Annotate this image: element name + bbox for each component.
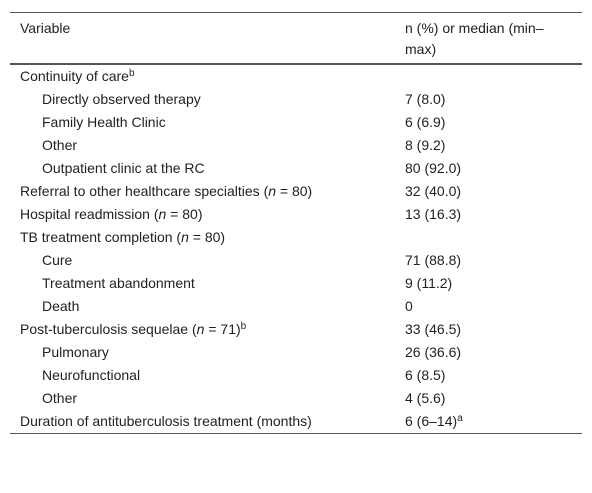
- value-cell: 26 (36.6): [395, 341, 582, 364]
- cell-text: 0: [405, 298, 413, 314]
- cell-text: TB treatment completion (: [20, 229, 182, 245]
- value-cell: 71 (88.8): [395, 249, 582, 272]
- value-cell: 7 (8.0): [395, 88, 582, 111]
- value-cell: 9 (11.2): [395, 272, 582, 295]
- cell-text: n: [268, 183, 277, 199]
- cell-text: 71 (88.8): [405, 252, 462, 268]
- table-head: Variable n (%) or median (min–max): [10, 12, 582, 65]
- cell-text: n: [158, 206, 167, 222]
- label-cell: Directly observed therapy: [10, 88, 395, 111]
- cell-text: n: [181, 229, 189, 245]
- header-cell: n (%) or median (min–max): [395, 12, 582, 65]
- value-cell: 6 (6.9): [395, 111, 582, 134]
- table-row: Treatment abandonment 9 (11.2): [10, 272, 582, 295]
- value-cell: 4 (5.6): [395, 387, 582, 410]
- label-cell: Other: [10, 387, 395, 410]
- table-row: Directly observed therapy 7 (8.0): [10, 88, 582, 111]
- cell-text: = 80): [276, 183, 313, 199]
- cell-text: = 80): [188, 229, 226, 245]
- cell-text: Treatment abandonment: [42, 275, 195, 291]
- label-cell: Hospital readmission (n = 80): [10, 203, 395, 226]
- value-cell: 6 (8.5): [395, 364, 582, 387]
- label-cell: Cure: [10, 249, 395, 272]
- cell-text: a: [457, 413, 463, 424]
- table-row: Referral to other healthcare specialties…: [10, 180, 582, 203]
- cell-text: = 71): [204, 321, 241, 337]
- cell-text: Duration of antituberculosis treatment (…: [20, 413, 312, 429]
- table-row: Outpatient clinic at the RC 80 (92.0): [10, 157, 582, 180]
- label-cell: Outpatient clinic at the RC: [10, 157, 395, 180]
- label-cell: Treatment abandonment: [10, 272, 395, 295]
- cell-text: Pulmonary: [42, 344, 109, 360]
- cell-text: 7 (8.0): [405, 91, 446, 107]
- table-row: Neurofunctional 6 (8.5): [10, 364, 582, 387]
- label-cell: Family Health Clinic: [10, 111, 395, 134]
- cell-text: Family Health Clinic: [42, 114, 166, 130]
- value-cell: 13 (16.3): [395, 203, 582, 226]
- cell-text: n: [196, 321, 205, 337]
- label-cell: Death: [10, 295, 395, 318]
- cell-text: Death: [42, 298, 80, 314]
- value-cell: [395, 64, 582, 88]
- cell-text: b: [128, 68, 135, 79]
- cell-text: Referral to other healthcare specialties…: [20, 183, 269, 199]
- table-row: Continuity of careb: [10, 64, 582, 88]
- table-row: Other 4 (5.6): [10, 387, 582, 410]
- table-row: Other 8 (9.2): [10, 134, 582, 157]
- cell-text: 6 (8.5): [405, 367, 446, 383]
- header-row: Variable n (%) or median (min–max): [10, 12, 582, 65]
- label-cell: Other: [10, 134, 395, 157]
- cell-text: Outpatient clinic at the RC: [42, 160, 205, 176]
- cell-text: 33 (46.5): [405, 321, 462, 337]
- value-cell: 0: [395, 295, 582, 318]
- cell-text: Cure: [42, 252, 73, 268]
- label-cell: Duration of antituberculosis treatment (…: [10, 410, 395, 434]
- cell-text: 6 (6.9): [405, 114, 446, 130]
- value-cell: 32 (40.0): [395, 180, 582, 203]
- cell-text: = 80): [166, 206, 203, 222]
- cell-text: Neurofunctional: [42, 367, 141, 383]
- cell-text: 8 (9.2): [405, 137, 446, 153]
- table-row: TB treatment completion (n = 80): [10, 226, 582, 249]
- table-row: Family Health Clinic 6 (6.9): [10, 111, 582, 134]
- value-cell: 6 (6–14)a: [395, 410, 582, 434]
- cell-text: Post-tuberculosis sequelae (: [20, 321, 197, 337]
- header-cell: Variable: [10, 12, 395, 65]
- cell-text: 80 (92.0): [405, 160, 462, 176]
- cell-text: Other: [42, 137, 78, 153]
- label-cell: Continuity of careb: [10, 64, 395, 88]
- value-cell: 80 (92.0): [395, 157, 582, 180]
- cell-text: 13 (16.3): [405, 206, 462, 222]
- cell-text: 26 (36.6): [405, 344, 462, 360]
- table-row: Duration of antituberculosis treatment (…: [10, 410, 582, 434]
- label-cell: Pulmonary: [10, 341, 395, 364]
- cell-text: b: [240, 321, 247, 332]
- value-cell: [395, 226, 582, 249]
- label-cell: Neurofunctional: [10, 364, 395, 387]
- table-row: Cure 71 (88.8): [10, 249, 582, 272]
- cell-text: 4 (5.6): [405, 390, 446, 406]
- cell-text: Other: [42, 390, 78, 406]
- cell-text: 9 (11.2): [405, 275, 453, 291]
- value-cell: 8 (9.2): [395, 134, 582, 157]
- value-cell: 33 (46.5): [395, 318, 582, 341]
- cell-text: Directly observed therapy: [42, 91, 201, 107]
- table-body: Continuity of careb Directly observed the…: [10, 64, 582, 434]
- table-row: Death 0: [10, 295, 582, 318]
- table-row: Pulmonary 26 (36.6): [10, 341, 582, 364]
- data-table: Variable n (%) or median (min–max) Contin…: [10, 12, 582, 434]
- cell-text: 6 (6–14): [405, 413, 458, 429]
- label-cell: Post-tuberculosis sequelae (n = 71)b: [10, 318, 395, 341]
- table-row: Post-tuberculosis sequelae (n = 71)b 33 (…: [10, 318, 582, 341]
- label-cell: TB treatment completion (n = 80): [10, 226, 395, 249]
- cell-text: Continuity of care: [20, 68, 129, 84]
- cell-text: 32 (40.0): [405, 183, 462, 199]
- label-cell: Referral to other healthcare specialties…: [10, 180, 395, 203]
- table-row: Hospital readmission (n = 80) 13 (16.3): [10, 203, 582, 226]
- cell-text: Hospital readmission (: [20, 206, 159, 222]
